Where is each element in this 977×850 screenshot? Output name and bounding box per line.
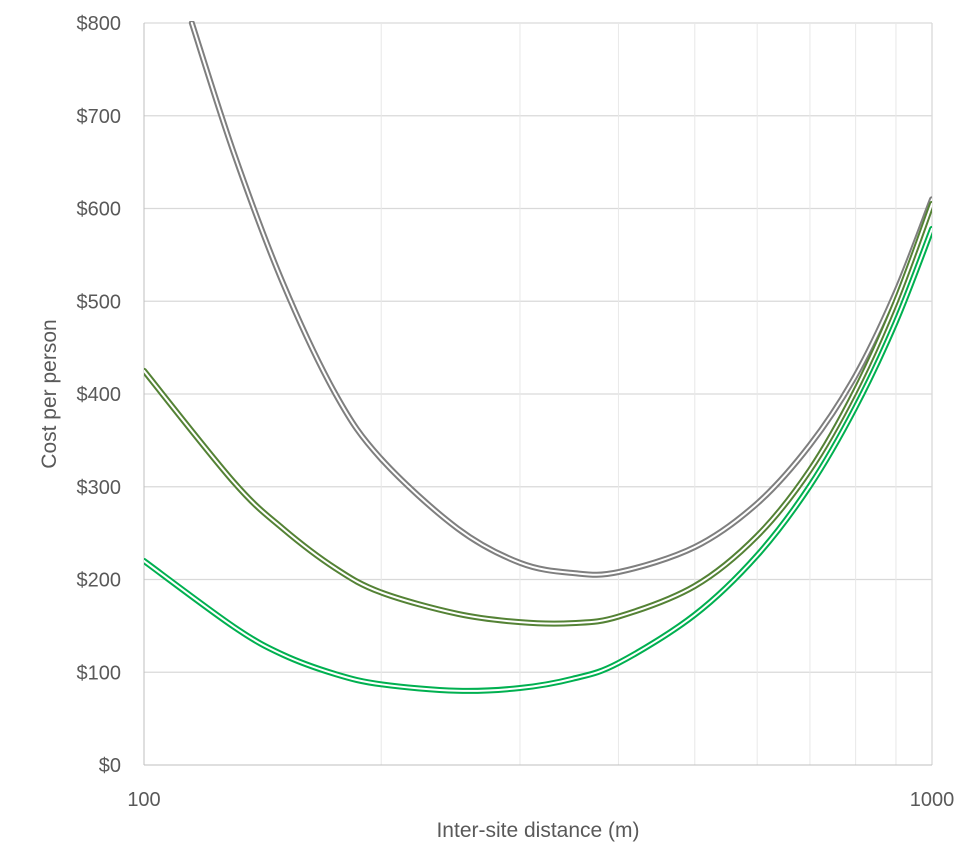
x-tick-labels: 100 1000 <box>127 789 954 811</box>
y-tick-labels: $0 $100 $200 $300 $400 $500 $600 $700 $800 <box>77 13 122 777</box>
series-line-2 <box>144 200 932 627</box>
x-gridlines <box>380 23 933 765</box>
series-layer <box>144 21 932 694</box>
y-tick-label: $800 <box>77 13 122 35</box>
y-tick-label: $0 <box>99 755 121 777</box>
x-tick-label: 1000 <box>910 789 955 811</box>
y-tick-label: $100 <box>77 662 122 684</box>
x-axis-title: Inter-site distance (m) <box>436 819 639 842</box>
y-tick-label: $600 <box>77 199 122 221</box>
y-tick-label: $500 <box>77 291 122 313</box>
y-gridlines <box>144 22 932 673</box>
y-axis-title: Cost per person <box>38 319 61 468</box>
y-tick-label: $300 <box>77 477 122 499</box>
y-tick-label: $700 <box>77 106 122 128</box>
y-tick-label: $400 <box>77 384 122 406</box>
series-line-1 <box>188 21 932 578</box>
series-line-3 <box>144 225 932 694</box>
x-tick-label: 100 <box>127 789 160 811</box>
y-tick-label: $200 <box>77 570 122 592</box>
